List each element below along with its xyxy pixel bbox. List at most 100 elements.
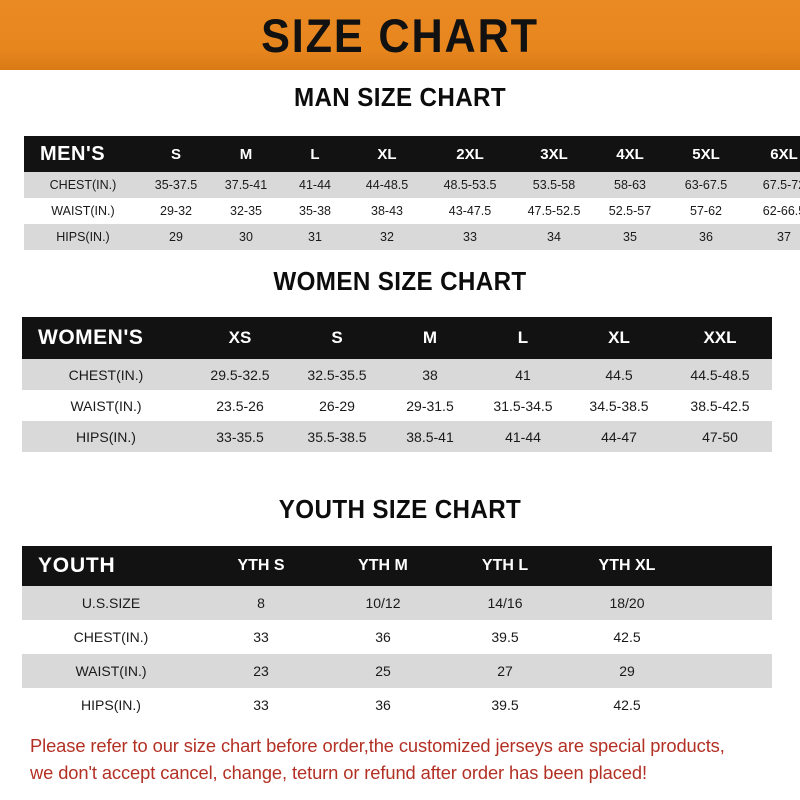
men-col-xl: XL bbox=[377, 145, 397, 163]
men-col-2xl: 2XL bbox=[456, 145, 484, 163]
men-col-5xl: 5XL bbox=[692, 145, 720, 163]
youth-ussize-yth-s: 8 bbox=[257, 595, 265, 611]
women-hips-s: 35.5-38.5 bbox=[307, 428, 367, 445]
men-col-l: L bbox=[310, 145, 320, 163]
men-chest-5xl: 63-67.5 bbox=[684, 178, 728, 192]
youth-col-yth-s: YTH S bbox=[237, 557, 285, 574]
footer-disclaimer: Please refer to our size chart before or… bbox=[30, 733, 790, 787]
youth-header-row: YOUTH YTH S YTH M YTH L YTH XL bbox=[22, 546, 772, 586]
youth-chest-empty bbox=[688, 620, 772, 654]
women-chest-l: 41 bbox=[515, 366, 531, 383]
women-hips-xs: 33-35.5 bbox=[216, 428, 264, 445]
youth-waist-yth-l: 27 bbox=[497, 663, 513, 679]
women-col-m: M bbox=[422, 328, 438, 347]
youth-hips-empty bbox=[688, 688, 772, 722]
men-row-label-waist: WAIST(IN.) bbox=[51, 204, 115, 218]
youth-waist-yth-m: 25 bbox=[375, 663, 391, 679]
women-corner-label: WOMEN'S bbox=[38, 326, 144, 349]
women-table-body: CHEST(IN.) 29.5-32.5 32.5-35.5 38 41 44.… bbox=[22, 359, 772, 452]
men-corner-label: MEN'S bbox=[40, 142, 106, 165]
page-title: SIZE CHART bbox=[261, 8, 539, 62]
youth-chest-yth-xl: 42.5 bbox=[613, 629, 641, 645]
women-waist-l: 31.5-34.5 bbox=[493, 397, 553, 414]
youth-table-head: YOUTH YTH S YTH M YTH L YTH XL bbox=[22, 546, 772, 586]
women-chest-xl: 44.5 bbox=[605, 366, 633, 383]
men-hips-6xl: 37 bbox=[777, 230, 791, 244]
youth-col-yth-xl: YTH XL bbox=[598, 557, 656, 574]
men-chest-xl: 44-48.5 bbox=[365, 178, 409, 192]
youth-ussize-yth-m: 10/12 bbox=[365, 595, 401, 611]
table-row: WAIST(IN.) 23.5-26 26-29 29-31.5 31.5-34… bbox=[22, 390, 772, 421]
women-table-head: WOMEN'S XS S M L XL XXL bbox=[22, 317, 772, 359]
youth-corner-label: YOUTH bbox=[38, 554, 116, 577]
youth-table-body: U.S.SIZE 8 10/12 14/16 18/20 CHEST(IN.) … bbox=[22, 586, 772, 722]
youth-waist-yth-s: 23 bbox=[253, 663, 269, 679]
table-row: HIPS(IN.) 29 30 31 32 33 34 35 36 37 bbox=[24, 224, 800, 250]
women-chest-s: 32.5-35.5 bbox=[307, 366, 367, 383]
men-waist-m: 32-35 bbox=[230, 204, 262, 218]
men-hips-2xl: 33 bbox=[463, 230, 477, 244]
table-row: CHEST(IN.) 29.5-32.5 32.5-35.5 38 41 44.… bbox=[22, 359, 772, 390]
men-waist-6xl: 62-66.5 bbox=[762, 204, 800, 218]
women-chest-m: 38 bbox=[422, 366, 438, 383]
men-hips-m: 30 bbox=[239, 230, 253, 244]
men-chest-l: 41-44 bbox=[299, 178, 331, 192]
women-section-title: WOMEN SIZE CHART bbox=[273, 266, 527, 296]
men-waist-l: 35-38 bbox=[299, 204, 331, 218]
men-row-label-chest: CHEST(IN.) bbox=[49, 178, 117, 192]
women-chest-xxl: 44.5-48.5 bbox=[690, 366, 750, 383]
women-chest-xs: 29.5-32.5 bbox=[210, 366, 270, 383]
youth-ussize-yth-xl: 18/20 bbox=[609, 595, 645, 611]
youth-row-label-chest: CHEST(IN.) bbox=[73, 629, 149, 645]
women-waist-xl: 34.5-38.5 bbox=[589, 397, 649, 414]
youth-col-yth-l: YTH L bbox=[481, 557, 529, 574]
youth-row-label-waist: WAIST(IN.) bbox=[75, 663, 147, 679]
women-waist-xxl: 38.5-42.5 bbox=[690, 397, 750, 414]
men-row-label-hips: HIPS(IN.) bbox=[56, 230, 110, 244]
women-col-xxl: XXL bbox=[703, 328, 737, 347]
men-table-body: CHEST(IN.) 35-37.5 37.5-41 41-44 44-48.5… bbox=[24, 172, 800, 250]
youth-ussize-empty bbox=[688, 586, 772, 620]
women-row-label-waist: WAIST(IN.) bbox=[70, 397, 142, 414]
table-row: HIPS(IN.) 33 36 39.5 42.5 bbox=[22, 688, 772, 722]
women-hips-xl: 44-47 bbox=[601, 428, 637, 445]
women-col-l: L bbox=[517, 328, 529, 347]
women-col-xs: XS bbox=[228, 328, 252, 347]
youth-size-table: YOUTH YTH S YTH M YTH L YTH XL U.S.SIZE … bbox=[22, 546, 772, 722]
men-table-head: MEN'S S M L XL 2XL 3XL 4XL 5XL 6XL bbox=[24, 136, 800, 172]
youth-section-title: YOUTH SIZE CHART bbox=[278, 494, 522, 524]
footer-line-1: Please refer to our size chart before or… bbox=[30, 735, 725, 756]
women-hips-m: 38.5-41 bbox=[406, 428, 454, 445]
women-col-s: S bbox=[331, 328, 343, 347]
men-waist-5xl: 57-62 bbox=[690, 204, 722, 218]
men-col-6xl: 6XL bbox=[770, 145, 798, 163]
youth-row-label-ussize: U.S.SIZE bbox=[81, 595, 141, 611]
men-hips-4xl: 35 bbox=[623, 230, 637, 244]
men-col-m: M bbox=[239, 145, 253, 163]
men-hips-l: 31 bbox=[308, 230, 322, 244]
men-chest-6xl: 67.5-72 bbox=[762, 178, 800, 192]
men-col-4xl: 4XL bbox=[616, 145, 644, 163]
youth-ussize-yth-l: 14/16 bbox=[487, 595, 523, 611]
women-col-xl: XL bbox=[608, 328, 630, 347]
youth-chest-yth-m: 36 bbox=[375, 629, 391, 645]
women-hips-l: 41-44 bbox=[505, 428, 541, 445]
page-banner: SIZE CHART bbox=[0, 0, 800, 70]
men-chest-3xl: 53.5-58 bbox=[532, 178, 576, 192]
women-size-table: WOMEN'S XS S M L XL XXL CHEST(IN.) 29.5-… bbox=[22, 317, 772, 452]
youth-hips-yth-xl: 42.5 bbox=[613, 697, 641, 713]
men-size-table: MEN'S S M L XL 2XL 3XL 4XL 5XL 6XL CHEST… bbox=[24, 136, 800, 250]
men-waist-3xl: 47.5-52.5 bbox=[527, 204, 581, 218]
youth-chest-yth-s: 33 bbox=[253, 629, 269, 645]
men-waist-4xl: 52.5-57 bbox=[608, 204, 652, 218]
youth-row-label-hips: HIPS(IN.) bbox=[81, 697, 141, 713]
women-waist-m: 29-31.5 bbox=[406, 397, 454, 414]
youth-waist-empty bbox=[688, 654, 772, 688]
women-row-label-chest: CHEST(IN.) bbox=[68, 366, 144, 383]
youth-chest-yth-l: 39.5 bbox=[491, 629, 519, 645]
youth-waist-yth-xl: 29 bbox=[619, 663, 635, 679]
table-row: U.S.SIZE 8 10/12 14/16 18/20 bbox=[22, 586, 772, 620]
youth-hips-yth-m: 36 bbox=[375, 697, 391, 713]
men-waist-s: 29-32 bbox=[160, 204, 192, 218]
